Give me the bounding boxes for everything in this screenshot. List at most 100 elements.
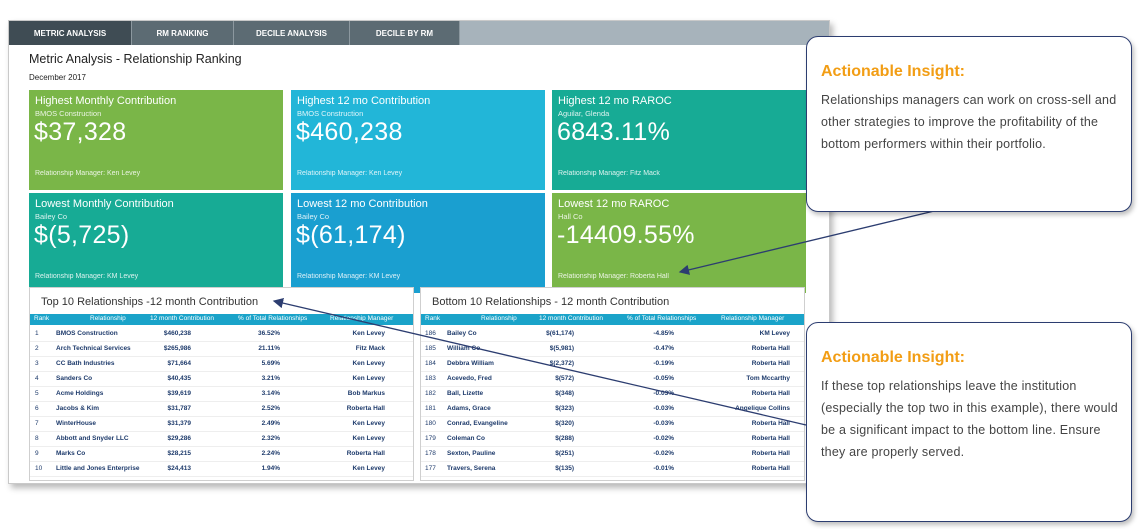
contribution-cell: $24,413 — [167, 465, 192, 472]
kpi-value: 6843.11% — [557, 118, 671, 146]
column-header-rank[interactable]: Rank — [425, 315, 441, 322]
kpi-card-lowest-raroc[interactable]: Lowest 12 mo RAROC Hall Co -14409.55% Re… — [552, 193, 806, 293]
percent-cell: -0.02% — [653, 450, 674, 457]
column-header-manager[interactable]: Relationship Manager — [330, 315, 394, 322]
tab-decile-by-rm[interactable]: DECILE BY RM — [350, 21, 460, 45]
manager-cell: Fitz Mack — [355, 345, 385, 352]
table-row[interactable]: 179 Coleman Co $(288) -0.02% Roberta Hall — [421, 432, 804, 447]
contribution-cell: $(320) — [555, 420, 574, 427]
percent-cell: 3.21% — [261, 375, 280, 382]
percent-cell: 2.52% — [261, 405, 280, 412]
tab-decile-analysis[interactable]: DECILE ANALYSIS — [234, 21, 350, 45]
contribution-cell: $40,435 — [167, 375, 192, 382]
rank-cell: 180 — [425, 420, 436, 427]
table-row[interactable]: 183 Acevedo, Fred $(572) -0.05% Tom Mccarthy — [421, 372, 804, 387]
relationship-cell: Acevedo, Fred — [447, 375, 492, 382]
kpi-manager: Relationship Manager: KM Levey — [297, 273, 401, 280]
relationship-cell: Marks Co — [56, 450, 86, 457]
percent-cell: 2.49% — [261, 420, 280, 427]
contribution-cell: $(323) — [555, 405, 574, 412]
kpi-value: $(61,174) — [296, 221, 406, 249]
kpi-card-highest-monthly[interactable]: Highest Monthly Contribution BMOS Constr… — [29, 90, 283, 190]
column-header-manager[interactable]: Relationship Manager — [721, 315, 785, 322]
kpi-title: Lowest 12 mo RAROC — [558, 198, 670, 210]
manager-cell: Bob Markus — [347, 390, 385, 397]
table-row[interactable]: 184 Debbra William $(2,372) -0.19% Roberta H… — [421, 357, 804, 372]
kpi-card-lowest-12mo[interactable]: Lowest 12 mo Contribution Bailey Co $(61… — [291, 193, 545, 293]
manager-cell: KM Levey — [759, 330, 790, 337]
percent-cell: -0.01% — [653, 465, 674, 472]
kpi-manager: Relationship Manager: Ken Levey — [35, 170, 141, 177]
tab-rm-ranking[interactable]: RM RANKING — [132, 21, 234, 45]
table-row[interactable]: 180 Conrad, Evangeline $(320) -0.03% Roberta… — [421, 417, 804, 432]
column-header-contribution[interactable]: 12 month Contribution — [150, 315, 214, 322]
table-row[interactable]: 177 Travers, Serena $(135) -0.01% Roberta Ha… — [421, 462, 804, 477]
tab-metric-analysis[interactable]: METRIC ANALYSIS — [9, 21, 132, 45]
relationship-cell: Sexton, Pauline — [447, 450, 496, 457]
column-header-percent[interactable]: % of Total Relationships — [627, 315, 697, 322]
rank-cell: 2 — [35, 345, 39, 352]
table-row[interactable]: 9 Marks Co $28,215 2.24% Roberta Hall — [30, 447, 413, 462]
relationship-cell: Acme Holdings — [56, 390, 104, 397]
relationship-cell: Ball, Lizette — [447, 390, 484, 397]
table-row[interactable]: 5 Acme Holdings $39,619 3.14% Bob Markus — [30, 387, 413, 402]
kpi-value: $(5,725) — [34, 221, 130, 249]
column-header-rank[interactable]: Rank — [34, 315, 50, 322]
column-header-relationship[interactable]: Relationship — [481, 315, 517, 322]
relationship-cell: Arch Technical Services — [56, 345, 131, 352]
table-row[interactable]: 8 Abbott and Snyder LLC $29,286 2.32% Ken Le… — [30, 432, 413, 447]
column-header-relationship[interactable]: Relationship — [90, 315, 126, 322]
kpi-relationship: BMOS Construction — [297, 109, 364, 118]
manager-cell: Ken Levey — [352, 420, 385, 427]
table-row[interactable]: 182 Ball, Lizette $(348) -0.03% Roberta Hall — [421, 387, 804, 402]
contribution-cell: $(348) — [555, 390, 574, 397]
manager-cell: Roberta Hall — [751, 435, 790, 442]
contribution-cell: $(288) — [555, 435, 574, 442]
table-row[interactable]: 10 Little and Jones Enterprise $24,413 1.94… — [30, 462, 413, 477]
contribution-cell: $28,215 — [167, 450, 192, 457]
relationship-cell: Abbott and Snyder LLC — [56, 435, 129, 442]
manager-cell: Roberta Hall — [751, 345, 790, 352]
percent-cell: -0.03% — [653, 390, 674, 397]
contribution-cell: $31,787 — [167, 405, 192, 412]
kpi-relationship: Aguilar, Glenda — [558, 109, 610, 118]
contribution-cell: $71,664 — [167, 360, 192, 367]
report-date: December 2017 — [29, 73, 86, 82]
relationship-cell: Bailey Co — [447, 330, 477, 337]
kpi-relationship: Hall Co — [558, 212, 583, 221]
table-row[interactable]: 178 Sexton, Pauline $(251) -0.02% Roberta Ha… — [421, 447, 804, 462]
contribution-cell: $460,238 — [163, 330, 191, 337]
kpi-relationship: Bailey Co — [297, 212, 330, 221]
relationship-cell: BMOS Construction — [56, 330, 118, 337]
table-row[interactable]: 3 CC Bath Industries $71,664 5.69% Ken Levey — [30, 357, 413, 372]
kpi-manager: Relationship Manager: Roberta Hall — [558, 273, 669, 280]
kpi-title: Highest 12 mo RAROC — [558, 95, 672, 107]
table-row[interactable]: 2 Arch Technical Services $265,986 21.11% Fi… — [30, 342, 413, 357]
table-row[interactable]: 181 Adams, Grace $(323) -0.03% Angelique Col… — [421, 402, 804, 417]
table-row[interactable]: 4 Sanders Co $40,435 3.21% Ken Levey — [30, 372, 413, 387]
contribution-cell: $(135) — [555, 465, 574, 472]
table-row[interactable]: 185 William Co $(5,981) -0.47% Roberta Hall — [421, 342, 804, 357]
rank-cell: 181 — [425, 405, 436, 412]
rank-cell: 185 — [425, 345, 436, 352]
relationship-cell: William Co — [447, 345, 481, 352]
column-header-contribution[interactable]: 12 month Contribution — [539, 315, 603, 322]
table-row[interactable]: 1 BMOS Construction $460,238 36.52% Ken Leve… — [30, 327, 413, 342]
kpi-card-highest-raroc[interactable]: Highest 12 mo RAROC Aguilar, Glenda 6843… — [552, 90, 806, 190]
table-row[interactable]: 186 Bailey Co $(61,174) -4.85% KM Levey — [421, 327, 804, 342]
kpi-card-lowest-monthly[interactable]: Lowest Monthly Contribution Bailey Co $(… — [29, 193, 283, 293]
relationship-cell: Coleman Co — [447, 435, 485, 442]
callout-body: Relationships managers can work on cross… — [821, 93, 1117, 151]
bottom10-title: Bottom 10 Relationships - 12 month Contr… — [432, 296, 670, 308]
column-header-percent[interactable]: % of Total Relationships — [238, 315, 308, 322]
table-row[interactable]: 7 WinterHouse $31,379 2.49% Ken Levey — [30, 417, 413, 432]
dashboard-window: METRIC ANALYSIS RM RANKING DECILE ANALYS… — [8, 20, 830, 484]
percent-cell: 5.69% — [261, 360, 280, 367]
kpi-relationship: BMOS Construction — [35, 109, 102, 118]
contribution-cell: $(572) — [555, 375, 574, 382]
rank-cell: 4 — [35, 375, 39, 382]
percent-cell: -0.05% — [653, 375, 674, 382]
table-row[interactable]: 6 Jacobs & Kim $31,787 2.52% Roberta Hall — [30, 402, 413, 417]
page-title: Metric Analysis - Relationship Ranking — [29, 52, 242, 66]
kpi-card-highest-12mo[interactable]: Highest 12 mo Contribution BMOS Construc… — [291, 90, 545, 190]
